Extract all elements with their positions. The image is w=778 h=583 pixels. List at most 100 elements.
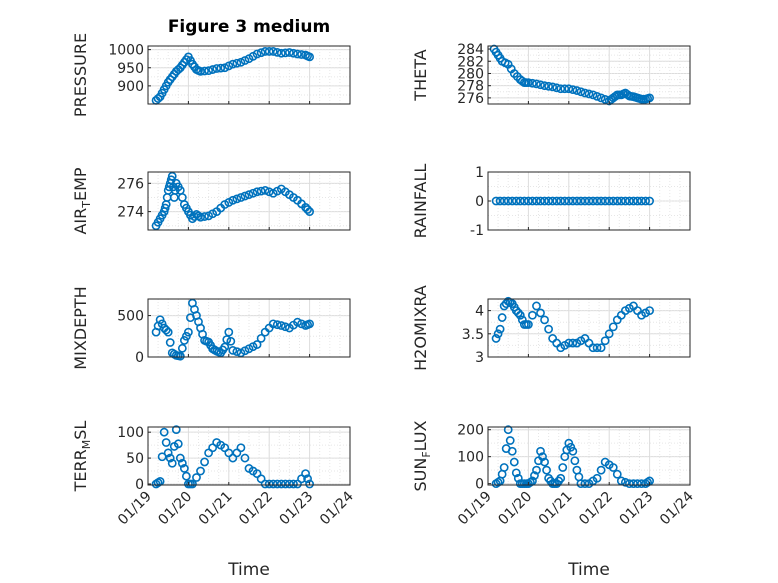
data-point — [544, 81, 553, 91]
y-tick-label: 1000 — [108, 43, 144, 59]
data-point — [165, 338, 175, 347]
data-point — [177, 458, 187, 468]
data-point — [153, 94, 163, 103]
y-tick-label: 278 — [457, 79, 484, 95]
data-point — [592, 196, 602, 206]
data-point — [183, 327, 193, 337]
y-tick-label: 4 — [475, 304, 484, 320]
axes-box — [147, 171, 351, 231]
panel-terr-msl: 0 50 100 01/19 01/20 01/21 01/22 01/23 01/24 TERR… — [71, 421, 357, 580]
y-tick-label: 0 — [475, 194, 484, 210]
data-point — [240, 191, 250, 201]
data-point — [568, 446, 578, 456]
data-point — [604, 196, 614, 206]
data-point — [540, 196, 549, 206]
data-point — [629, 196, 638, 206]
axes-box — [147, 426, 351, 486]
data-point — [511, 468, 521, 478]
data-point — [588, 90, 598, 100]
data-point — [592, 473, 602, 483]
y-tick-label: 276 — [457, 91, 484, 107]
data-point — [220, 63, 230, 73]
data-point — [629, 479, 638, 489]
data-point — [196, 212, 205, 222]
data-point — [260, 47, 270, 56]
y-tick-label: 1 — [475, 165, 484, 181]
data-point — [556, 196, 566, 206]
data-point — [293, 317, 302, 327]
axes-box — [487, 45, 691, 105]
x-tick-label: 01/19 — [115, 489, 155, 529]
data-point — [548, 82, 558, 92]
data-point — [645, 196, 654, 206]
y-tick-label: 0 — [475, 477, 484, 493]
panel-rainfall: -1 0 1 RAINFALL — [411, 164, 691, 239]
data-point — [507, 446, 517, 456]
panel-air-temp: 274 276 AIRTEMP — [71, 167, 351, 235]
data-point — [524, 78, 533, 88]
data-point — [495, 196, 505, 206]
data-point — [256, 48, 266, 58]
data-point — [572, 196, 582, 206]
data-point — [284, 48, 294, 57]
data-point — [181, 331, 191, 341]
data-point — [252, 340, 262, 349]
data-point — [284, 479, 294, 489]
data-point — [620, 477, 630, 487]
data-point — [161, 438, 171, 447]
data-point — [232, 347, 242, 357]
y-tick-label: 100 — [457, 450, 484, 466]
data-point — [645, 306, 654, 315]
data-point — [179, 464, 189, 473]
data-point — [493, 329, 503, 339]
data-point — [580, 88, 590, 98]
panel-mixdepth: 0 500 MIXDEPTH — [71, 286, 351, 370]
y-axis-label: THETA — [411, 49, 430, 101]
y-tick-label: 0 — [135, 350, 144, 366]
data-point — [515, 196, 525, 206]
data-point — [297, 319, 306, 329]
panel-pressure: 900 950 1000 PRESSURE Figure 3 medium — [71, 17, 351, 117]
data-point — [608, 196, 618, 206]
x-tick-label: 01/20 — [495, 489, 535, 529]
data-point — [495, 324, 505, 334]
data-point — [200, 66, 209, 76]
data-point — [584, 196, 594, 206]
data-point — [600, 196, 610, 206]
data-point — [161, 325, 171, 335]
x-tick-label: 01/24 — [317, 488, 357, 528]
data-point — [497, 313, 507, 322]
data-point — [264, 479, 274, 489]
data-point — [616, 196, 626, 206]
data-point — [236, 57, 246, 67]
data-point — [305, 207, 314, 217]
data-point — [524, 196, 533, 206]
data-point — [305, 479, 314, 489]
data-point — [556, 473, 566, 483]
data-point — [280, 479, 290, 489]
data-point — [564, 196, 574, 206]
data-point — [236, 443, 246, 453]
data-point — [596, 93, 606, 103]
data-point — [171, 425, 181, 434]
data-point — [511, 196, 521, 206]
data-point — [491, 196, 501, 206]
data-point — [289, 48, 298, 58]
data-point — [167, 171, 177, 181]
data-point — [226, 336, 236, 346]
data-point — [548, 196, 558, 206]
x-tick-label: 01/24 — [657, 488, 697, 528]
data-point — [256, 333, 266, 343]
data-point — [177, 343, 187, 353]
data-point — [596, 465, 606, 475]
data-point — [532, 465, 541, 475]
y-axis-label: H2OMIXRA — [411, 285, 430, 371]
data-point — [564, 338, 574, 348]
data-point — [528, 196, 537, 206]
data-point — [190, 212, 199, 221]
data-point — [528, 78, 537, 88]
y-axis-label: AIRTEMP — [71, 167, 93, 234]
y-axis-label: TERRMSL — [71, 421, 93, 493]
y-axis-label: SUNFLUX — [411, 420, 433, 491]
